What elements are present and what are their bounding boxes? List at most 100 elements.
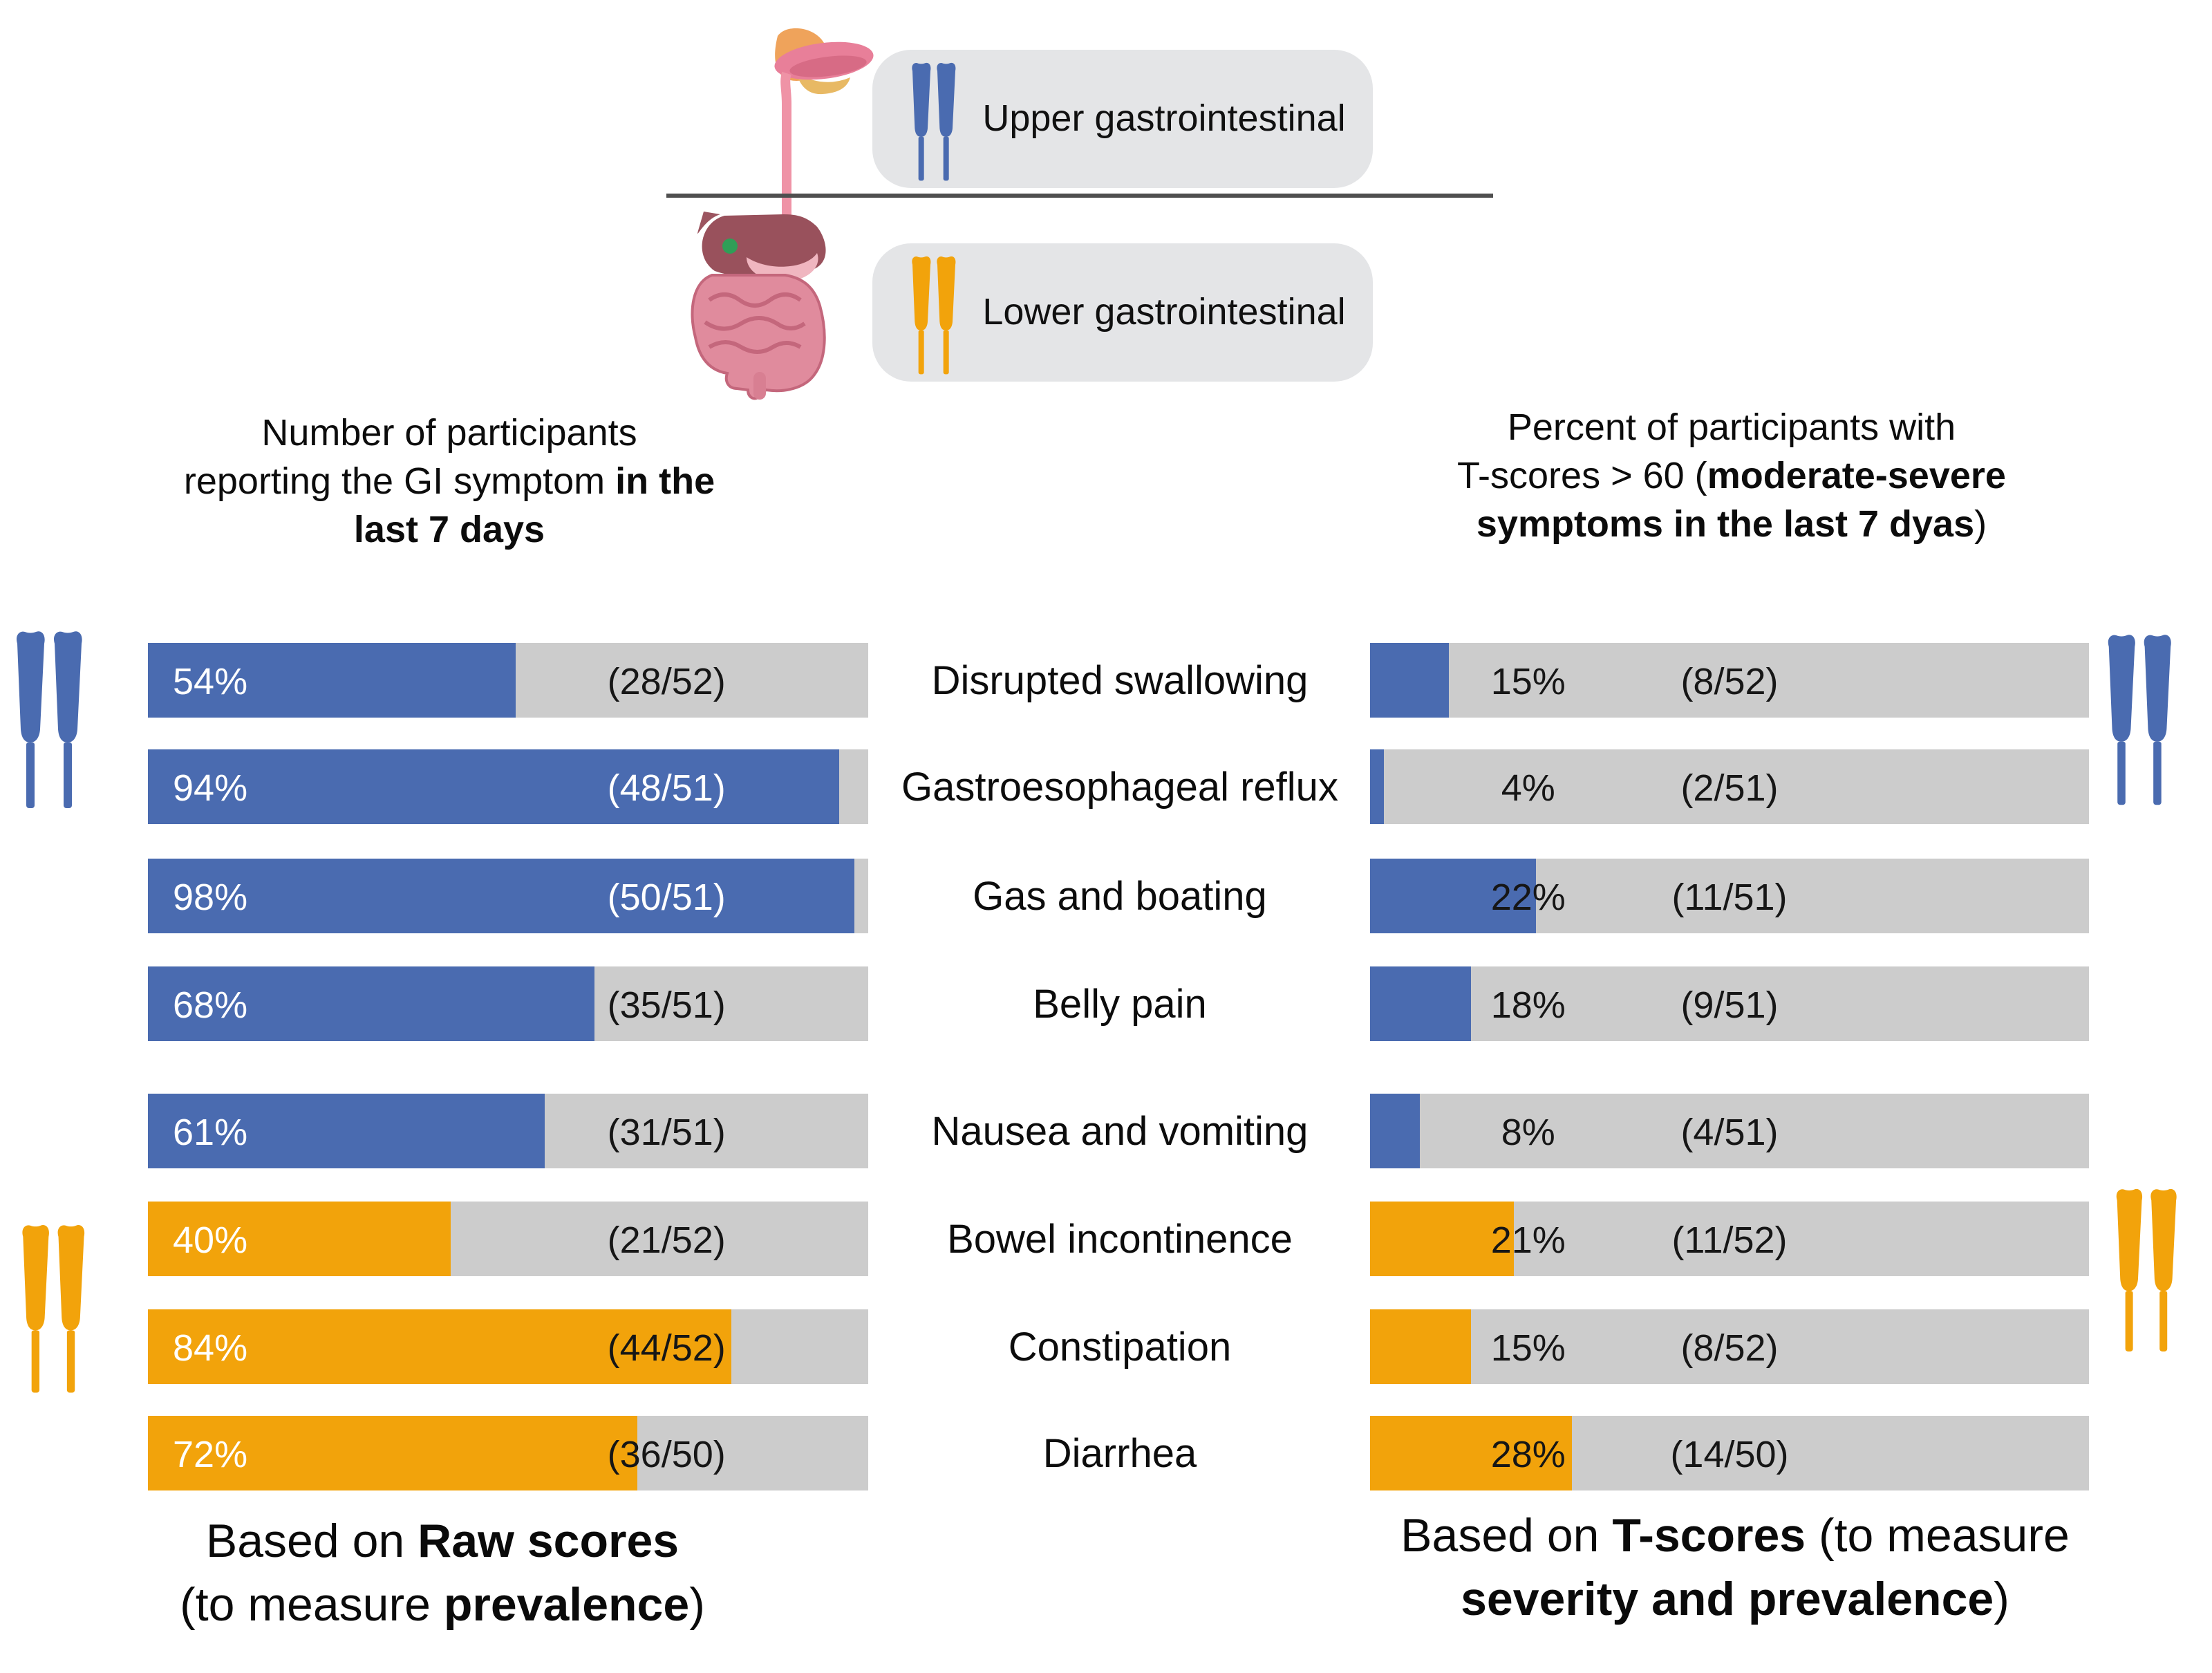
tscore-bar: 21% (11/52) bbox=[1370, 1202, 2089, 1276]
symptom-label: Gas and boating bbox=[973, 875, 1267, 919]
tscore-bar: 22% (11/51) bbox=[1370, 859, 2089, 933]
tscore-bar: 15% (8/52) bbox=[1370, 643, 2089, 718]
right-header-line3a: symptoms in the last 7 dyas bbox=[1476, 503, 1975, 545]
left-header-line3: last 7 days bbox=[353, 509, 545, 550]
left-caption-b: Raw scores bbox=[418, 1515, 679, 1568]
tscore-bar-fill bbox=[1370, 1309, 1471, 1384]
tscore-bar-fill bbox=[1370, 1416, 1572, 1490]
raw-percent-label: 54% bbox=[173, 661, 248, 702]
row-disrupted-swallowing: 54% (28/52) Disrupted swallowing 15% (8/… bbox=[0, 643, 2212, 718]
raw-score-bar-fill bbox=[148, 1309, 731, 1384]
tscore-bar: 8% (4/51) bbox=[1370, 1094, 2089, 1168]
tscore-fraction-label: (8/52) bbox=[1680, 1327, 1779, 1369]
right-caption-b: T-scores bbox=[1612, 1510, 1806, 1562]
row-constipation: 84% (44/52) Constipation 15% (8/52) bbox=[0, 1309, 2212, 1384]
raw-fraction-label: (48/51) bbox=[607, 767, 726, 809]
tscore-percent-label: 22% bbox=[1490, 877, 1566, 918]
raw-score-bar-fill bbox=[148, 1416, 638, 1490]
tscore-fraction-label: (4/51) bbox=[1680, 1112, 1779, 1153]
left-caption-e: ) bbox=[689, 1579, 705, 1632]
raw-percent-label: 98% bbox=[173, 877, 248, 918]
raw-fraction-label: (36/50) bbox=[607, 1434, 726, 1475]
right-panel-header: Percent of participants with T-scores > … bbox=[1376, 404, 2088, 549]
tscore-bar-fill bbox=[1370, 966, 1471, 1041]
tscore-bar-fill bbox=[1370, 1202, 1514, 1276]
tscore-fraction-label: (8/52) bbox=[1680, 661, 1779, 702]
right-caption-c: (to measure bbox=[1806, 1510, 2070, 1562]
right-panel-caption: Based on T-scores (to measure severity a… bbox=[1348, 1504, 2122, 1632]
legend-lower-gi: Lower gastrointestinal bbox=[872, 243, 1373, 382]
raw-score-bar: 40% (21/52) bbox=[148, 1202, 868, 1276]
upper-gi-icon bbox=[908, 61, 958, 185]
tscore-bar-fill bbox=[1370, 859, 1536, 933]
raw-fraction-label: (28/52) bbox=[607, 661, 726, 702]
tscore-fraction-label: (11/51) bbox=[1671, 877, 1788, 918]
row-bowel-incontinence: 40% (21/52) Bowel incontinence 21% (11/5… bbox=[0, 1202, 2212, 1276]
left-header-line2b: in the bbox=[615, 460, 715, 502]
row-nausea-and-vomiting: 61% (31/51) Nausea and vomiting 8% (4/51… bbox=[0, 1094, 2212, 1168]
left-panel-header: Number of participants reporting the GI … bbox=[152, 409, 747, 554]
tscore-bar: 15% (8/52) bbox=[1370, 1309, 2089, 1384]
tscore-percent-label: 28% bbox=[1490, 1434, 1566, 1475]
raw-score-bar-fill bbox=[148, 749, 840, 824]
tscore-percent-label: 8% bbox=[1501, 1112, 1555, 1153]
raw-score-bar-fill bbox=[148, 966, 595, 1041]
symptom-label: Nausea and vomiting bbox=[931, 1110, 1309, 1155]
legend-lower-label: Lower gastrointestinal bbox=[982, 291, 1346, 333]
left-caption-a: Based on bbox=[205, 1515, 418, 1568]
tscore-fraction-label: (9/51) bbox=[1680, 984, 1779, 1026]
legend-upper-label: Upper gastrointestinal bbox=[982, 97, 1346, 139]
raw-score-bar: 68% (35/51) bbox=[148, 966, 868, 1041]
raw-score-bar: 94% (48/51) bbox=[148, 749, 868, 824]
raw-score-bar-fill bbox=[148, 859, 854, 933]
symptom-label: Diarrhea bbox=[1042, 1432, 1197, 1477]
row-diarrhea: 72% (36/50) Diarrhea 28% (14/50) bbox=[0, 1416, 2212, 1490]
tscore-percent-label: 4% bbox=[1501, 767, 1555, 809]
tscore-bar-fill bbox=[1370, 643, 1450, 718]
raw-score-bar: 72% (36/50) bbox=[148, 1416, 868, 1490]
left-caption-d: prevalence bbox=[443, 1579, 690, 1632]
left-panel-caption: Based on Raw scores (to measure prevalen… bbox=[111, 1510, 774, 1637]
right-header-line3b: ) bbox=[1974, 503, 1987, 545]
symptom-label: Constipation bbox=[1008, 1326, 1232, 1370]
tscore-bar: 18% (9/51) bbox=[1370, 966, 2089, 1041]
right-header-line2a: T-scores > 60 ( bbox=[1457, 455, 1707, 496]
left-header-line2a: reporting the GI symptom bbox=[183, 460, 616, 502]
raw-fraction-label: (50/51) bbox=[607, 877, 726, 918]
raw-percent-label: 94% bbox=[173, 767, 248, 809]
tscore-bar: 28% (14/50) bbox=[1370, 1416, 2089, 1490]
raw-score-bar: 84% (44/52) bbox=[148, 1309, 868, 1384]
tscore-fraction-label: (14/50) bbox=[1670, 1434, 1789, 1475]
raw-fraction-label: (21/52) bbox=[607, 1219, 726, 1261]
raw-percent-label: 61% bbox=[173, 1112, 248, 1153]
tscore-percent-label: 15% bbox=[1490, 661, 1566, 702]
raw-score-bar: 54% (28/52) bbox=[148, 643, 868, 718]
tscore-percent-label: 15% bbox=[1490, 1327, 1566, 1369]
tscore-percent-label: 21% bbox=[1490, 1219, 1566, 1261]
raw-percent-label: 68% bbox=[173, 984, 248, 1026]
tscore-bar-fill bbox=[1370, 749, 1385, 824]
left-header-line1: Number of participants bbox=[261, 412, 637, 454]
right-header-line2b: moderate-severe bbox=[1707, 455, 2006, 496]
raw-score-bar-fill bbox=[148, 1094, 545, 1168]
raw-percent-label: 72% bbox=[173, 1434, 248, 1475]
tscore-bar-fill bbox=[1370, 1094, 1421, 1168]
raw-percent-label: 40% bbox=[173, 1219, 248, 1261]
raw-score-bar: 61% (31/51) bbox=[148, 1094, 868, 1168]
row-gas-and-boating: 98% (50/51) Gas and boating 22% (11/51) bbox=[0, 859, 2212, 933]
tscore-bar: 4% (2/51) bbox=[1370, 749, 2089, 824]
right-caption-d: severity and prevalence bbox=[1461, 1573, 1994, 1626]
right-caption-e: ) bbox=[1994, 1573, 2009, 1626]
legend-upper-gi: Upper gastrointestinal bbox=[872, 50, 1373, 188]
symptom-label: Bowel incontinence bbox=[947, 1218, 1293, 1262]
lower-gi-icon bbox=[908, 254, 958, 379]
tscore-percent-label: 18% bbox=[1490, 984, 1566, 1026]
upper-lower-divider-line bbox=[666, 194, 1493, 198]
tscore-fraction-label: (11/52) bbox=[1671, 1219, 1788, 1261]
row-belly-pain: 68% (35/51) Belly pain 18% (9/51) bbox=[0, 966, 2212, 1041]
raw-score-bar: 98% (50/51) bbox=[148, 859, 868, 933]
symptom-label: Disrupted swallowing bbox=[931, 660, 1309, 704]
symptom-label: Belly pain bbox=[1033, 983, 1207, 1027]
